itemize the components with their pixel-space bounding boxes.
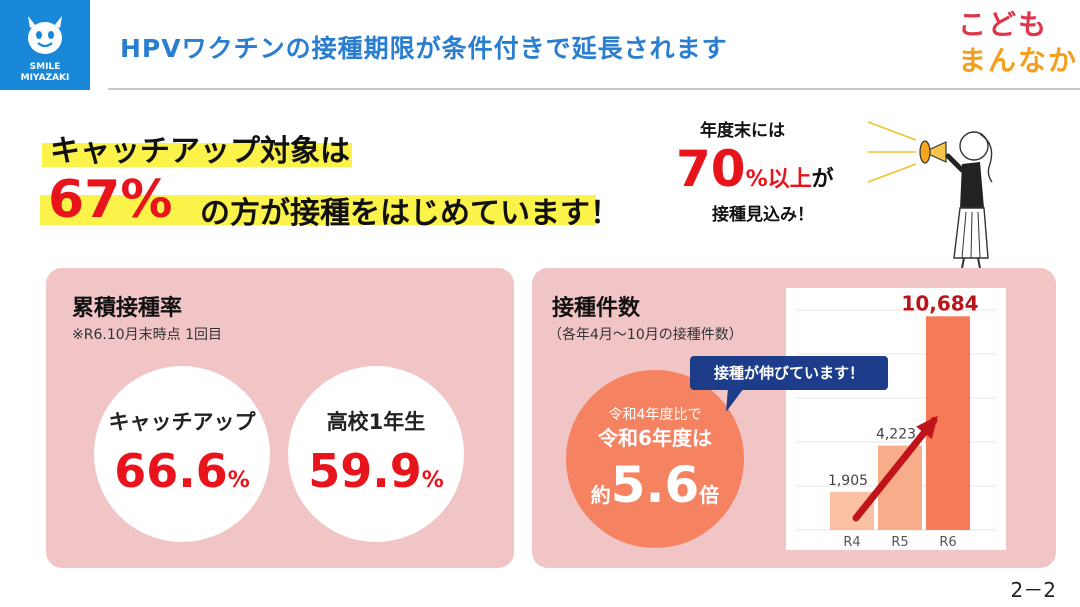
highschool-number: 59.9 [308,444,422,498]
chart-category-label: R5 [891,535,908,550]
headline-line-2: の方が接種をはじめています！ [200,196,620,231]
growth-arrow-head-icon [916,415,938,440]
sound-line-icon [867,163,917,183]
brand-line-2: まんなか [958,46,1078,76]
vaccination-count-chart: R4 R5 R6 1,905 4,223 10,684 [796,291,996,550]
highschool-value: 59.9% [288,444,464,498]
head-icon [959,131,989,161]
chart-value-label: 1,905 [828,473,868,489]
sound-line-icon [867,121,917,141]
kodomo-mannaka-logo: こども まんなか [958,10,1078,76]
ratio-prefix: 約 [590,483,611,507]
smile-miyazaki-logo: SMILE MIYAZAKI [0,0,90,90]
highschool-label: 高校1年生 [326,410,426,434]
highlight-bar-1 [42,143,352,167]
headline-percent: 67% [48,170,173,230]
ratio-small-text: 令和4年度比で [608,407,702,423]
header-divider [108,88,1080,90]
page-title: HPVワクチンの接種期限が条件付きで延長されます [120,34,728,63]
chart-value-label: 4,223 [876,427,916,443]
forecast-line-1: 年度末には [700,121,785,141]
forecast-suffix: %以上 [745,167,812,192]
cumulative-rate-title: 累積接種率 [72,296,183,321]
catchup-rate-circle [94,366,270,542]
catchup-number: 66.6 [114,444,228,498]
megaphone-icon [922,141,947,163]
ratio-figure: 約5.6倍 [566,456,744,514]
chart-category-label: R4 [843,535,860,550]
megaphone-woman-illustration [867,121,993,269]
forecast-ga: が [811,167,834,192]
highschool-unit: % [421,468,444,493]
bubble-tail [726,388,744,412]
cumulative-rate-note: ※R6.10月末時点 1回目 [72,327,222,343]
highschool-rate-circle [288,366,464,542]
ratio-number: 5.6 [610,456,700,514]
vaccination-count-note: （各年4月～10月の接種件数） [548,327,743,343]
vaccination-count-title: 接種件数 [552,296,641,321]
brand-line-1: こども [958,10,1078,40]
forecast-line-3: 接種見込み！ [712,205,814,225]
ratio-suffix: 倍 [699,483,720,507]
catchup-unit: % [227,468,250,493]
ratio-mid-text: 令和6年度は [598,426,712,450]
headline-line-1: キャッチアップ対象は [50,134,350,169]
brand-line-1-text: こども [958,8,1049,41]
forecast-figure: 70%以上が [676,140,834,198]
brand-line-2-text: まんなか [958,44,1079,77]
logo-text-smile: SMILE [29,62,61,72]
page-number: 2－2 [1010,578,1056,602]
growth-arrow-icon [852,416,938,522]
mascot-icon [28,16,62,54]
forecast-number: 70 [676,140,746,198]
catchup-value: 66.6% [94,444,270,498]
chart-value-label: 10,684 [901,291,978,315]
highlight-bar-2 [40,195,596,225]
chart-category-label: R6 [939,535,956,550]
ratio-circle [566,370,744,548]
logo-text-miyazaki: MIYAZAKI [20,73,70,83]
catchup-label: キャッチアップ [108,410,256,434]
growth-callout: 接種が伸びています！ [690,356,888,390]
chart-bar-r4 [830,491,874,530]
torso-icon [960,162,984,208]
